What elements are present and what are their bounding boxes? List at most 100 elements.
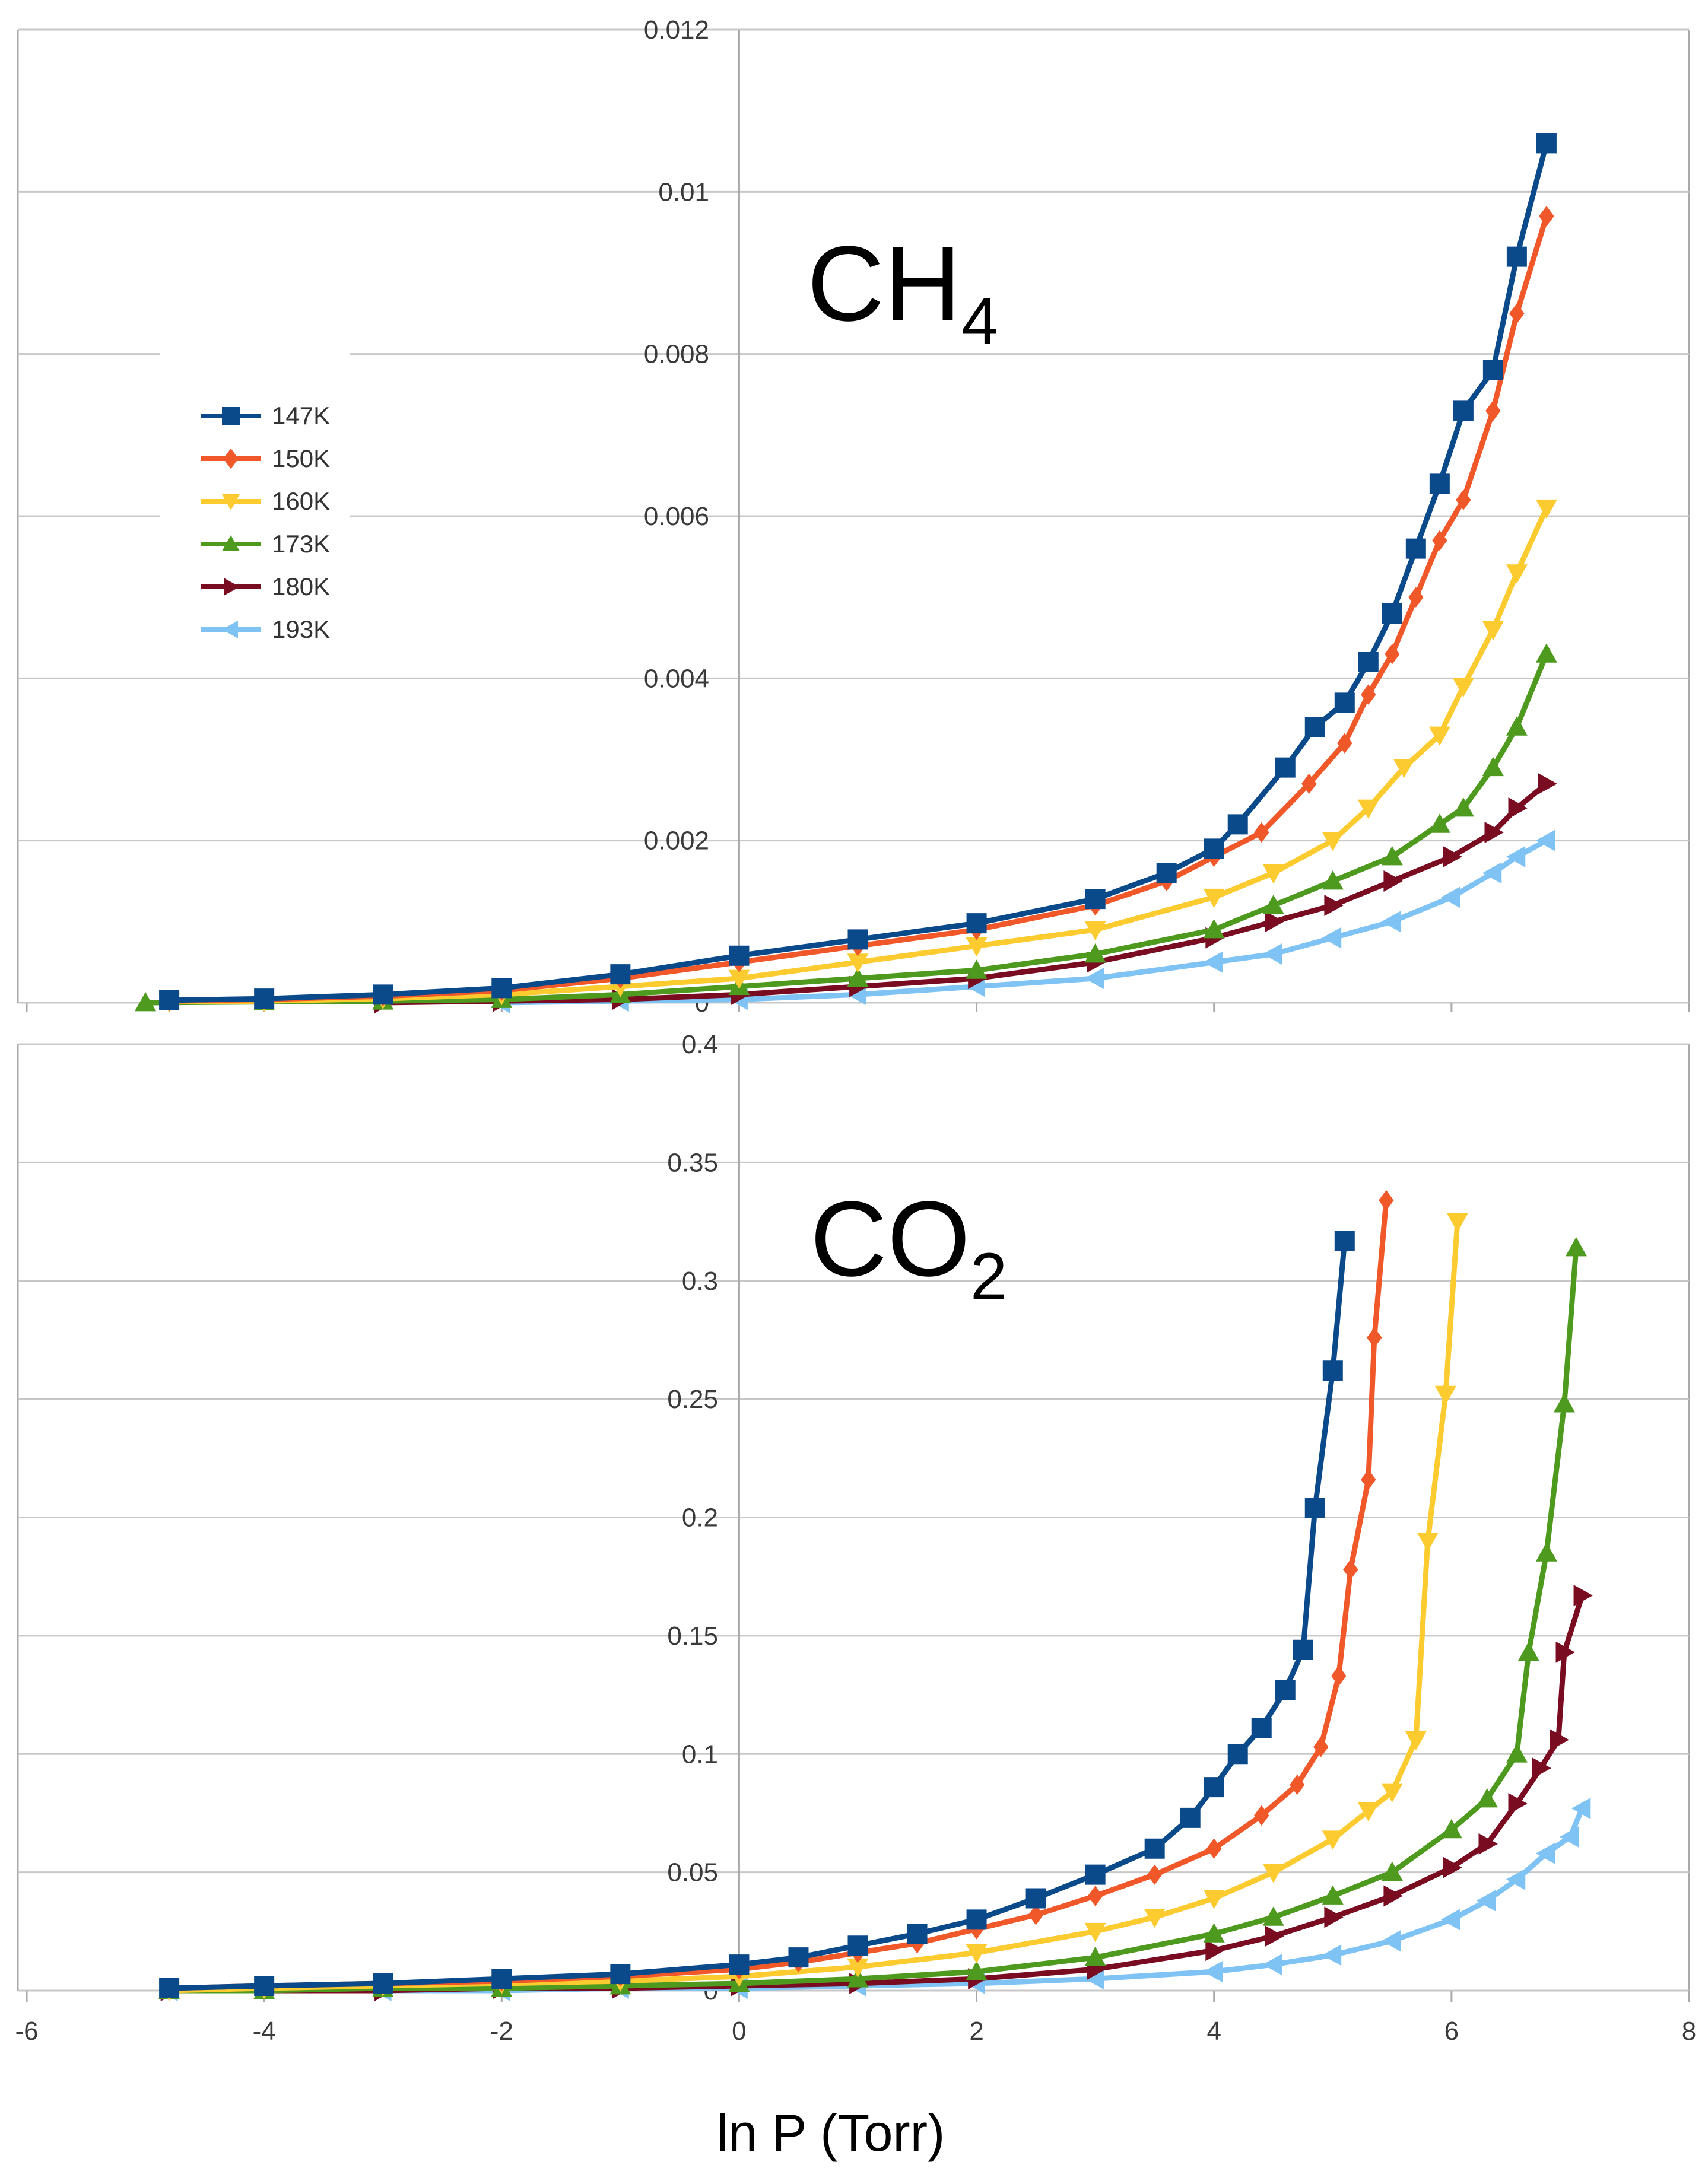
x-axis-title: ln P (Torr) — [717, 2103, 945, 2162]
ch4-title-subscript: 4 — [961, 284, 998, 358]
co2-point-160k-9 — [1144, 1908, 1166, 1928]
ch4-point-160k-10 — [1262, 864, 1284, 884]
co2-point-173k-13 — [1440, 1819, 1462, 1839]
co2-point-147k-8 — [907, 1924, 928, 1944]
ch4-point-150k-12 — [1301, 773, 1317, 794]
co2-point-147k-7 — [847, 1935, 868, 1956]
co2-point-150k-17 — [1331, 1665, 1347, 1686]
legend-marker-147k — [222, 407, 240, 425]
ch4-point-147k-11 — [1227, 814, 1248, 835]
ch4-series-line-150k — [166, 213, 1550, 1004]
co2-point-147k-13 — [1180, 1807, 1201, 1828]
legend-marker-180k — [224, 578, 240, 596]
co2-point-173k-11 — [1322, 1885, 1344, 1905]
co2-point-147k-5 — [729, 1954, 750, 1975]
co2-title-main: CO — [810, 1180, 970, 1299]
legend-swatch-150k — [201, 448, 261, 469]
co2-point-160k-17 — [1434, 1385, 1456, 1406]
co2-point-193k-13 — [1476, 1890, 1496, 1912]
co2-point-173k-9 — [1203, 1923, 1225, 1943]
co2-point-160k-7 — [966, 1944, 988, 1964]
co2-point-180k-9 — [1265, 1925, 1284, 1947]
ch4-point-160k-16 — [1482, 621, 1504, 641]
ch4-point-150k-11 — [1253, 822, 1269, 843]
co2-point-147k-3 — [491, 1969, 512, 1989]
ch4-point-180k-13 — [1508, 797, 1528, 819]
ch4-series-layer — [135, 133, 1557, 1013]
legend-label-193k: 193K — [272, 615, 330, 643]
ch4-point-180k-11 — [1443, 846, 1462, 867]
co2-point-180k-12 — [1443, 1856, 1462, 1878]
co2-point-160k-8 — [1084, 1922, 1106, 1943]
ch4-point-147k-14 — [1334, 692, 1355, 713]
legend-entry-160k: 160K — [201, 487, 330, 515]
legend-swatch-193k — [201, 621, 261, 638]
co2-y-tick-label-0: 0 — [704, 1976, 718, 2005]
ch4-point-160k-15 — [1452, 678, 1474, 697]
co2-point-147k-10 — [1025, 1888, 1046, 1909]
co2-x-tick-labels: -6 -4 -2 0 2 4 6 8 — [15, 2017, 1696, 2046]
ch4-point-180k-8 — [1265, 911, 1284, 933]
legend-swatch-147k — [201, 407, 261, 425]
legend-marker-150k — [223, 448, 239, 469]
ch4-point-147k-7 — [966, 913, 987, 934]
ch4-point-193k-7 — [1262, 943, 1282, 965]
ch4-point-160k-11 — [1322, 832, 1344, 851]
co2-point-150k-14 — [1253, 1805, 1269, 1826]
co2-y-tick-label-0-25: 0.25 — [667, 1385, 718, 1414]
co2-series-line-173k — [166, 1245, 1579, 1994]
co2-point-147k-20 — [1322, 1360, 1343, 1381]
ch4-point-193k-5 — [1084, 968, 1104, 989]
ch4-point-160k-14 — [1428, 726, 1450, 746]
ch4-point-147k-22 — [1536, 133, 1557, 154]
co2-point-150k-21 — [1379, 1190, 1394, 1211]
ch4-point-147k-8 — [1085, 889, 1106, 910]
ch4-point-147k-10 — [1204, 838, 1224, 859]
ch4-point-147k-21 — [1506, 246, 1527, 267]
ch4-point-173k-12 — [1381, 846, 1403, 866]
ch4-point-173k-9 — [1203, 919, 1225, 939]
ch4-point-173k-7 — [966, 959, 988, 979]
co2-point-193k-14 — [1506, 1868, 1526, 1890]
co2-y-axis: 0 0.05 0.1 0.15 0.2 0.25 0.3 0.35 0.4 — [667, 1030, 740, 2005]
co2-point-160k-14 — [1381, 1783, 1403, 1803]
co2-point-147k-1 — [254, 1976, 275, 1997]
ch4-chart-title: CH4 — [807, 224, 998, 358]
ch4-point-147k-4 — [610, 964, 631, 985]
co2-point-147k-15 — [1227, 1744, 1248, 1765]
ch4-point-173k-13 — [1428, 813, 1450, 833]
legend-label-150k: 150K — [272, 444, 330, 472]
legend-label-147k: 147K — [272, 402, 330, 430]
ch4-point-193k-6 — [1203, 951, 1223, 973]
co2-x-tick-label-6: -6 — [15, 2017, 38, 2046]
ch4-point-147k-16 — [1382, 603, 1402, 624]
legend-entry-173k: 173K — [201, 530, 330, 558]
co2-x-tick-label-2: 2 — [969, 2017, 983, 2046]
ch4-point-160k-8 — [1084, 921, 1106, 940]
ch4-point-147k-3 — [491, 978, 512, 999]
co2-y-tick-label-0-3: 0.3 — [682, 1267, 718, 1296]
ch4-point-147k-2 — [373, 984, 393, 1005]
ch4-point-147k-18 — [1429, 473, 1450, 494]
co2-point-180k-8 — [1205, 1940, 1225, 1962]
co2-point-193k-10 — [1322, 1944, 1342, 1966]
co2-point-180k-13 — [1478, 1833, 1498, 1855]
co2-point-193k-7 — [1084, 1968, 1104, 1990]
ch4-point-160k-6 — [847, 953, 869, 973]
ch4-y-tick-label-0-004: 0.004 — [644, 664, 709, 693]
co2-point-193k-9 — [1262, 1954, 1282, 1976]
legend-marker-160k — [222, 494, 240, 510]
co2-y-tick-label-0-15: 0.15 — [667, 1622, 718, 1651]
ch4-point-150k-15 — [1385, 644, 1400, 665]
co2-point-180k-16 — [1550, 1729, 1569, 1751]
ch4-series-147k — [159, 133, 1557, 1010]
ch4-point-180k-12 — [1484, 822, 1504, 843]
ch4-point-160k-17 — [1506, 564, 1528, 584]
co2-x-tick-label-8: 8 — [1682, 2017, 1696, 2046]
legend-swatch-180k — [201, 578, 261, 596]
co2-point-147k-2 — [373, 1973, 393, 1994]
ch4-point-147k-17 — [1405, 538, 1426, 559]
ch4-point-193k-9 — [1381, 911, 1401, 933]
co2-point-193k-17 — [1571, 1797, 1591, 1819]
co2-point-160k-10 — [1203, 1890, 1225, 1909]
